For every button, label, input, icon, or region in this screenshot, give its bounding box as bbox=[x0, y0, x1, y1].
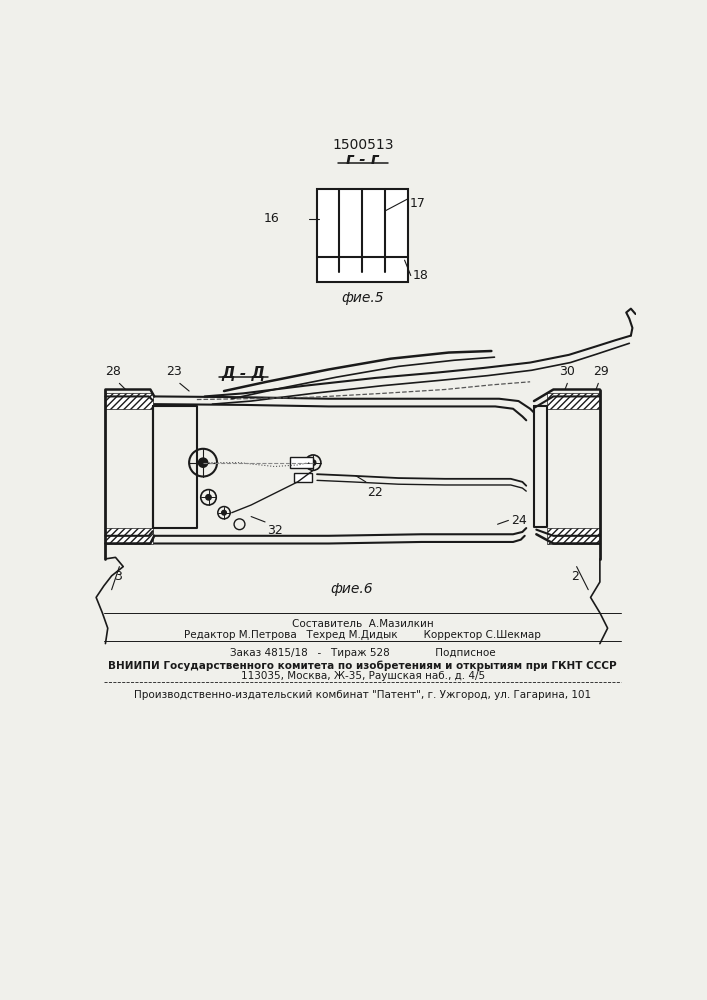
Text: 17: 17 bbox=[410, 197, 426, 210]
Text: 1500513: 1500513 bbox=[332, 138, 394, 152]
Text: 18: 18 bbox=[412, 269, 428, 282]
Bar bbox=[293, 473, 312, 482]
Text: ВНИИПИ Государственного комитета по изобретениям и открытиям при ГКНТ СССР: ВНИИПИ Государственного комитета по изоб… bbox=[108, 661, 617, 671]
Bar bbox=[547, 393, 600, 409]
Text: 3: 3 bbox=[114, 570, 122, 583]
Circle shape bbox=[310, 460, 316, 465]
Circle shape bbox=[199, 458, 208, 467]
Text: фие.6: фие.6 bbox=[331, 582, 373, 596]
Text: 28: 28 bbox=[105, 365, 121, 378]
Text: Составитель  А.Мазилкин: Составитель А.Мазилкин bbox=[292, 619, 433, 629]
Text: фие.5: фие.5 bbox=[341, 291, 384, 305]
Text: 16: 16 bbox=[264, 212, 280, 225]
Text: 23: 23 bbox=[165, 365, 182, 378]
Circle shape bbox=[206, 495, 211, 500]
Text: Производственно-издательский комбинат "Патент", г. Ужгород, ул. Гагарина, 101: Производственно-издательский комбинат "П… bbox=[134, 690, 591, 700]
Text: г - г: г - г bbox=[346, 152, 379, 167]
Text: Редактор М.Петрова   Техред М.Дидык        Корректор С.Шекмар: Редактор М.Петрова Техред М.Дидык Коррек… bbox=[185, 630, 541, 640]
Bar bbox=[290, 457, 313, 468]
Text: 32: 32 bbox=[267, 524, 282, 537]
Text: Заказ 4815/18   -   Тираж 528              Подписное: Заказ 4815/18 - Тираж 528 Подписное bbox=[230, 648, 496, 658]
Text: 2: 2 bbox=[571, 570, 579, 583]
Text: 22: 22 bbox=[368, 486, 383, 499]
Bar bbox=[547, 528, 600, 544]
Circle shape bbox=[222, 510, 226, 515]
Text: 24: 24 bbox=[510, 514, 527, 527]
Text: 113035, Москва, Ж-35, Раушская наб., д. 4/5: 113035, Москва, Ж-35, Раушская наб., д. … bbox=[240, 671, 485, 681]
Text: 30: 30 bbox=[559, 365, 575, 378]
Bar bbox=[317, 189, 409, 282]
Text: Д - Д: Д - Д bbox=[221, 366, 265, 381]
Bar bbox=[105, 393, 153, 409]
Text: 29: 29 bbox=[594, 365, 609, 378]
Bar bbox=[105, 528, 153, 544]
